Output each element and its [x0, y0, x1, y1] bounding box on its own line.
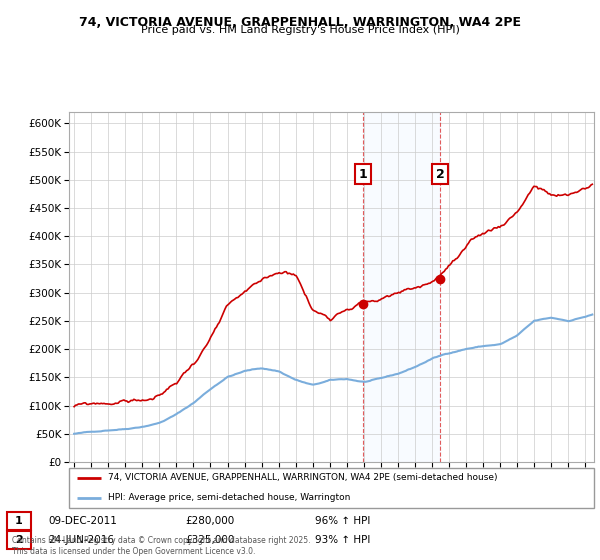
Text: 93% ↑ HPI: 93% ↑ HPI — [315, 535, 370, 545]
Text: 74, VICTORIA AVENUE, GRAPPENHALL, WARRINGTON, WA4 2PE: 74, VICTORIA AVENUE, GRAPPENHALL, WARRIN… — [79, 16, 521, 29]
FancyBboxPatch shape — [7, 512, 31, 530]
Text: 09-DEC-2011: 09-DEC-2011 — [48, 516, 117, 526]
Text: HPI: Average price, semi-detached house, Warrington: HPI: Average price, semi-detached house,… — [109, 493, 351, 502]
FancyBboxPatch shape — [69, 468, 594, 508]
Text: 2: 2 — [15, 535, 23, 545]
Text: Contains HM Land Registry data © Crown copyright and database right 2025.
This d: Contains HM Land Registry data © Crown c… — [12, 536, 311, 556]
Text: 24-JUN-2016: 24-JUN-2016 — [48, 535, 114, 545]
Text: £325,000: £325,000 — [185, 535, 235, 545]
FancyBboxPatch shape — [7, 531, 31, 549]
Text: £280,000: £280,000 — [185, 516, 234, 526]
Text: 96% ↑ HPI: 96% ↑ HPI — [315, 516, 370, 526]
Text: 2: 2 — [436, 167, 445, 180]
Bar — [363, 112, 440, 462]
Text: Price paid vs. HM Land Registry's House Price Index (HPI): Price paid vs. HM Land Registry's House … — [140, 25, 460, 35]
Text: 74, VICTORIA AVENUE, GRAPPENHALL, WARRINGTON, WA4 2PE (semi-detached house): 74, VICTORIA AVENUE, GRAPPENHALL, WARRIN… — [109, 473, 498, 482]
Text: 1: 1 — [358, 167, 367, 180]
Text: 1: 1 — [15, 516, 23, 526]
